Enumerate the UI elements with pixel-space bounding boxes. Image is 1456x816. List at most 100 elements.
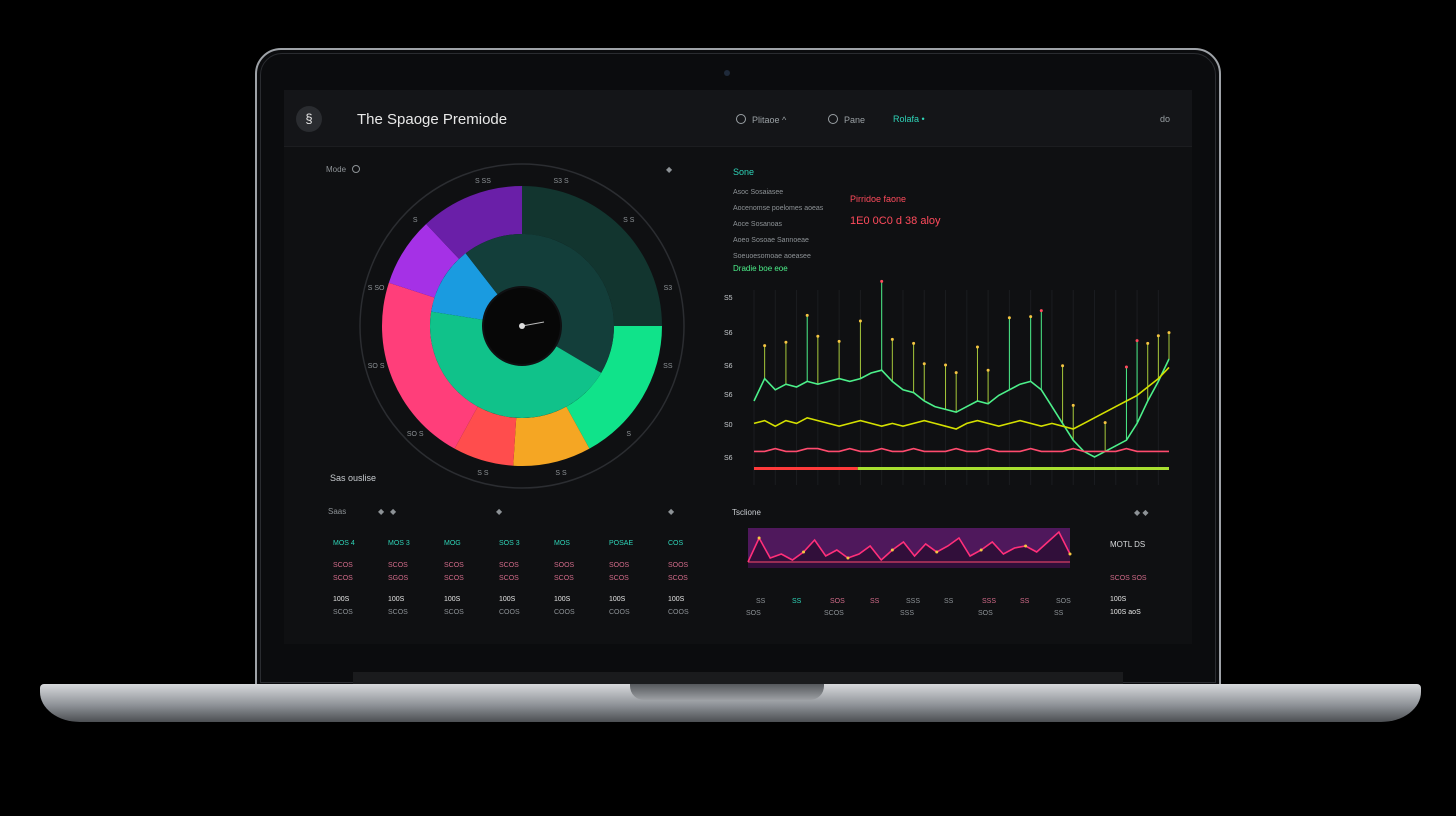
table-cell: SGOS — [388, 575, 409, 582]
spike-marker — [944, 363, 948, 367]
table-cell: SCOS — [388, 609, 408, 616]
donut-slice — [566, 326, 662, 449]
table-column-header[interactable]: POSAE — [609, 540, 634, 547]
nav-item-0[interactable]: Plitaoe ^ — [736, 114, 786, 125]
donut-needle-hub — [519, 323, 525, 329]
table-column-header[interactable]: SOS 3 — [499, 540, 520, 547]
area-x-label-secondary: SS — [1054, 610, 1064, 617]
spike-marker — [1146, 341, 1150, 345]
donut-ring-label: SO S — [368, 363, 385, 370]
y-tick-label: S6 — [724, 363, 733, 370]
spike-marker — [1156, 334, 1160, 338]
spike-marker — [890, 337, 894, 341]
table-options-icon[interactable]: ◆ — [496, 507, 503, 516]
spike-marker — [986, 368, 990, 372]
table-column-header[interactable]: MOG — [444, 540, 461, 547]
table-cell: SCOS — [668, 575, 688, 582]
nav-label: Pane — [844, 115, 866, 125]
table-cell: SCOS — [554, 575, 574, 582]
table-cell: SCOS — [444, 609, 464, 616]
area-side-value: SCOS SOS — [1110, 575, 1147, 582]
spike-marker — [816, 334, 820, 338]
subtitle-line: Asoc Sosaiasee — [733, 189, 784, 196]
area-x-label: SS — [870, 598, 880, 605]
line-chart: S5 S6 S6 S6 S0 S6 — [724, 279, 1171, 485]
area-panel-title: Tsclione — [732, 508, 761, 517]
donut-ring-label: S SS — [475, 178, 491, 185]
donut-inner-slice — [430, 311, 602, 418]
donut-inner-slice — [431, 253, 498, 320]
area-side-label: MOTL DS — [1110, 540, 1146, 549]
table-cell: SCOS — [333, 609, 353, 616]
laptop-notch — [630, 684, 824, 700]
donut-slice — [513, 406, 590, 467]
area-x-label-secondary: SOS — [978, 610, 993, 617]
table-menu-icon[interactable]: ◆ — [668, 507, 675, 516]
spike-marker — [784, 340, 788, 344]
area-panel-controls[interactable]: ◆ ◆ — [1134, 508, 1149, 517]
donut-header-label: Mode — [326, 165, 347, 174]
nav-item-2[interactable]: Rolafa • — [893, 114, 925, 124]
donut-ring-label: S3 S — [553, 178, 569, 185]
donut-outer-ring — [359, 163, 685, 489]
dot-icon: • — [921, 114, 925, 124]
area-chart — [747, 528, 1072, 568]
spike-marker — [837, 339, 841, 343]
series-line — [753, 358, 1170, 458]
table-cell: SCOS — [444, 562, 464, 569]
spike-marker — [1135, 339, 1139, 343]
spike-marker — [805, 313, 809, 317]
table-header-label: Saas — [328, 507, 347, 516]
spike-marker — [1007, 316, 1011, 320]
table-filter-icon[interactable]: ◆ — [378, 507, 385, 516]
y-tick-label: S6 — [724, 392, 733, 399]
table-cell: 100S — [609, 596, 626, 603]
laptop-hinge — [353, 672, 1123, 684]
camera-icon — [724, 70, 730, 76]
table-cell: SCOS — [444, 575, 464, 582]
spike-marker — [912, 341, 916, 345]
table-column-header[interactable]: MOS 3 — [388, 540, 410, 547]
table-column-header[interactable]: COS — [668, 540, 684, 547]
table-column-header[interactable]: MOS 4 — [333, 540, 355, 547]
subtitle-line: Soeuoesomoae aoeasee — [733, 253, 811, 260]
donut-ring-label: S S — [477, 470, 489, 477]
table-cell: SCOS — [333, 562, 353, 569]
donut-ring-label: SO S — [407, 431, 424, 438]
table-cell: 100S — [444, 596, 461, 603]
donut-menu-icon[interactable]: ◆ — [666, 165, 673, 174]
series-line — [753, 366, 1170, 430]
app-logo-icon[interactable]: § — [296, 106, 322, 132]
area-marker — [979, 548, 983, 552]
nav-label: Rolafa — [893, 114, 920, 124]
line-panel-title: Sone — [733, 167, 755, 177]
line-section-label: Dradie boe eoe — [733, 264, 788, 273]
series-line — [754, 447, 1169, 453]
nav-item-1[interactable]: Pane — [828, 114, 865, 125]
donut-footer-label: Sas ouslise — [330, 473, 377, 483]
table-sort-icon[interactable]: ◆ — [390, 507, 397, 516]
spike-marker — [1071, 403, 1075, 407]
area-marker — [890, 548, 894, 552]
table-cell: 100S — [333, 596, 350, 603]
table-cell: COOS — [554, 609, 575, 616]
table-cell: COOS — [609, 609, 630, 616]
donut-ring-label: S S — [555, 470, 567, 477]
table-column-header[interactable]: MOS — [554, 540, 570, 547]
area-x-label-secondary: SOS — [746, 610, 761, 617]
spike-marker — [1124, 365, 1128, 369]
donut-ring-label: SS — [663, 363, 673, 370]
area-marker — [1024, 544, 1028, 548]
target-icon — [736, 114, 746, 124]
table-cell: SCOS — [609, 575, 629, 582]
y-tick-label: S6 — [724, 455, 733, 462]
settings-icon[interactable] — [352, 165, 361, 173]
donut-header: Mode — [326, 165, 361, 174]
donut-slice — [454, 406, 517, 466]
top-right-control[interactable]: do — [1160, 114, 1171, 124]
donut-slice — [426, 186, 522, 259]
table-cell: COOS — [668, 609, 689, 616]
dashboard-screen: § The Spaoge Premiode Plitaoe ^ Pane Rol… — [284, 90, 1192, 644]
area-x-label: SSS — [982, 598, 997, 605]
